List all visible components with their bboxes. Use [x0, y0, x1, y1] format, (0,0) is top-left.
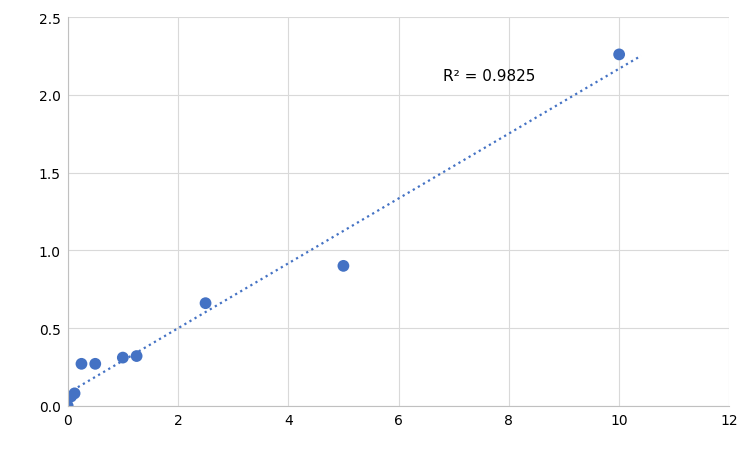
Point	[62, 402, 74, 410]
Point	[131, 353, 143, 360]
Text: R² = 0.9825: R² = 0.9825	[443, 69, 535, 84]
Point	[338, 262, 350, 270]
Point	[89, 360, 102, 368]
Point	[613, 52, 625, 59]
Point	[117, 354, 129, 361]
Point	[65, 393, 77, 400]
Point	[75, 360, 87, 368]
Point	[68, 390, 80, 397]
Point	[199, 300, 211, 307]
